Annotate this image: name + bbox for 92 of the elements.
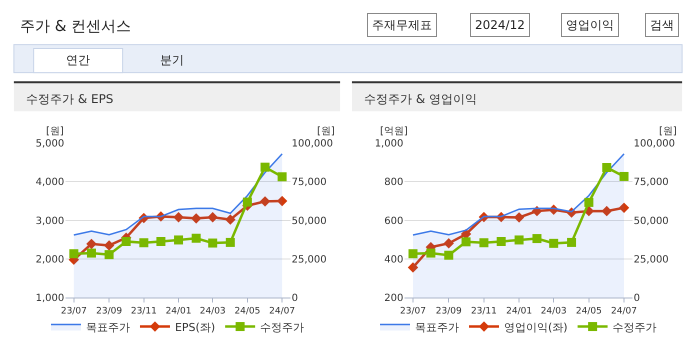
point xyxy=(192,234,201,243)
point xyxy=(514,235,524,244)
point xyxy=(156,237,166,246)
point xyxy=(462,237,471,246)
point xyxy=(618,202,630,213)
point xyxy=(602,162,612,172)
x-tick-label: 24/03 xyxy=(540,306,567,316)
point xyxy=(514,212,524,223)
y-tick-label: 600 xyxy=(384,216,404,227)
legend-label: 수정주가 xyxy=(260,320,304,334)
x-tick-label: 24/01 xyxy=(166,306,192,316)
point xyxy=(602,206,612,216)
point xyxy=(444,238,454,249)
chart-title: 수정주가 & EPS xyxy=(26,92,114,106)
point xyxy=(226,238,235,247)
point xyxy=(532,234,542,244)
point xyxy=(139,238,148,248)
y2-tick-label: 100,000 xyxy=(292,138,334,150)
y2-tick-label: 0 xyxy=(634,293,640,304)
point xyxy=(190,213,202,224)
y-tick-label: 400 xyxy=(384,254,404,266)
legend-label: 목표주가 xyxy=(86,320,130,334)
x-tick-label: 24/01 xyxy=(506,306,532,316)
point xyxy=(620,172,629,181)
point xyxy=(408,262,418,273)
y2-tick-label: 75,000 xyxy=(292,177,327,188)
point xyxy=(444,250,454,260)
point xyxy=(549,238,558,248)
y2-tick-label: 0 xyxy=(292,293,298,304)
y-tick-label: 5,000 xyxy=(36,138,64,150)
x-tick-label: 23/07 xyxy=(400,306,426,316)
x-tick-label: 24/07 xyxy=(611,306,637,316)
point xyxy=(278,172,287,182)
point xyxy=(207,212,218,222)
point xyxy=(584,198,594,207)
point xyxy=(86,238,97,250)
legend-label: 목표주가 xyxy=(415,320,460,334)
text: 주재무제표 xyxy=(372,18,432,32)
y-tick-label: 4,000 xyxy=(36,177,64,188)
point xyxy=(173,212,184,222)
point xyxy=(567,238,576,247)
point xyxy=(104,240,114,251)
point xyxy=(174,235,184,244)
x-tick-label: 24/03 xyxy=(200,306,226,316)
y-tick-label: 3,000 xyxy=(36,216,64,227)
y-tick-label: 200 xyxy=(384,293,404,304)
x-tick-label: 23/09 xyxy=(96,306,122,316)
y2-tick-label: 25,000 xyxy=(292,254,327,266)
y2-axis-title: [원] xyxy=(317,126,335,137)
text: 영업이익 xyxy=(566,18,614,32)
point xyxy=(496,237,506,246)
point xyxy=(86,248,96,258)
x-tick-label: 23/11 xyxy=(130,306,157,316)
text: 연간 xyxy=(66,53,90,67)
y-tick-label: 800 xyxy=(384,177,404,188)
y2-tick-label: 100,000 xyxy=(634,138,676,150)
y-axis-title: [억원] xyxy=(380,126,408,137)
x-tick-label: 24/05 xyxy=(576,306,602,316)
legend-label: EPS(좌) xyxy=(174,320,216,334)
y2-tick-label: 50,000 xyxy=(292,216,327,227)
point xyxy=(260,196,270,207)
y-tick-label: 2,000 xyxy=(36,254,64,266)
y2-axis-title: [원] xyxy=(659,126,677,137)
legend-label: 수정주가 xyxy=(612,320,657,334)
point xyxy=(479,238,488,248)
point xyxy=(260,162,270,172)
y-tick-label: 1,000 xyxy=(36,293,64,304)
point xyxy=(122,237,131,246)
legend-label: 영업이익(좌) xyxy=(504,320,568,334)
text: 2024/12 xyxy=(475,18,525,32)
x-tick-label: 24/05 xyxy=(234,306,260,316)
point xyxy=(426,248,436,258)
point xyxy=(408,249,418,258)
point xyxy=(225,214,236,225)
point xyxy=(69,249,78,258)
y2-tick-label: 25,000 xyxy=(634,254,669,266)
x-tick-label: 24/07 xyxy=(269,306,296,316)
point xyxy=(104,250,114,260)
text: 주가 & 컨센서스 xyxy=(20,17,132,35)
y-axis-title: [원] xyxy=(46,126,64,137)
y2-tick-label: 50,000 xyxy=(634,216,669,227)
text: 분기 xyxy=(160,53,184,67)
y2-tick-label: 75,000 xyxy=(634,177,669,188)
x-tick-label: 23/11 xyxy=(470,306,497,316)
x-tick-label: 23/07 xyxy=(60,306,87,316)
x-tick-label: 23/09 xyxy=(436,306,462,316)
y-tick-label: 1,000 xyxy=(374,138,404,150)
point xyxy=(208,238,218,248)
point xyxy=(276,196,288,206)
chart-title: 수정주가 & 영업이익 xyxy=(364,92,477,106)
text: 검색 xyxy=(650,18,674,32)
point xyxy=(242,198,252,207)
